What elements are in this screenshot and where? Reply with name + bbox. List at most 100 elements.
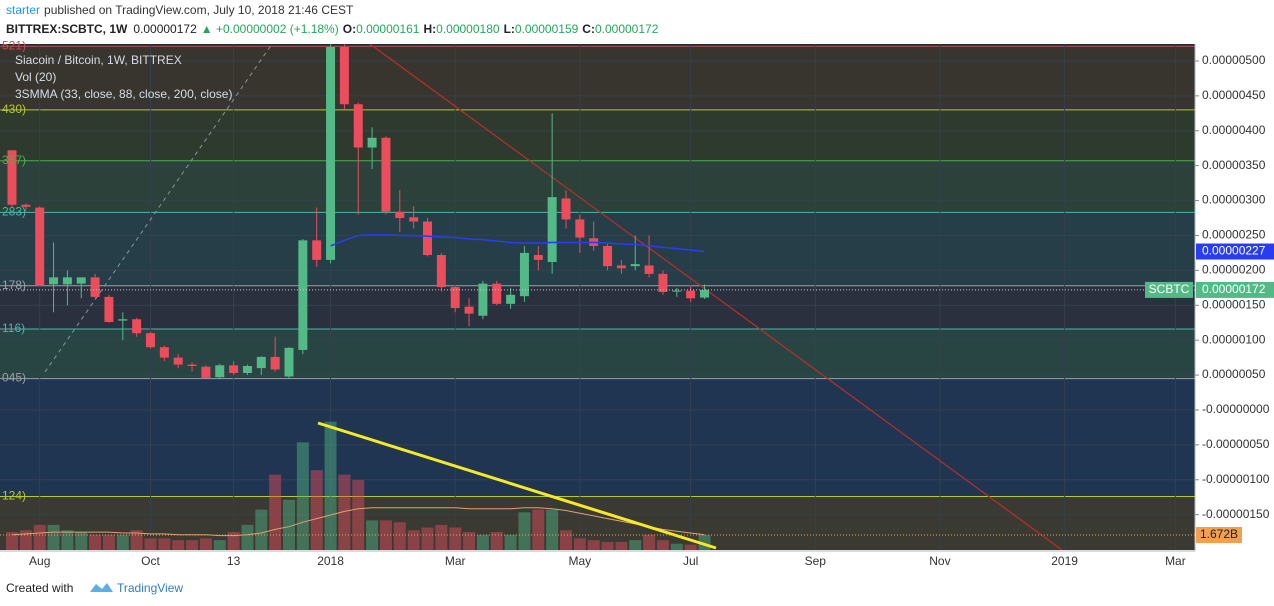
smma-tag-text: 0.00000227 xyxy=(1202,244,1266,258)
y-tick-label: 0.00000200 xyxy=(1202,263,1266,277)
x-tick-label: 2019 xyxy=(1051,554,1078,568)
volume-bar xyxy=(213,540,226,550)
volume-bar xyxy=(463,532,476,550)
x-tick-label: Nov xyxy=(929,554,950,568)
symbol-tag xyxy=(1145,281,1193,298)
volume-bar xyxy=(158,538,171,550)
candle-body xyxy=(409,217,419,222)
level-band xyxy=(0,212,1195,286)
price-tag-text: 0.00000172 xyxy=(1202,282,1266,296)
y-tick-label: 0.00000450 xyxy=(1202,88,1266,102)
candle-body xyxy=(353,104,363,148)
level-label: 357) xyxy=(2,153,26,167)
volume-bar xyxy=(643,534,656,550)
level-label: 116) xyxy=(2,321,25,335)
volume-bar xyxy=(629,540,642,550)
volume-bar xyxy=(102,534,115,550)
candle-body xyxy=(339,47,349,105)
y-tick-label: -0.00000100 xyxy=(1202,472,1270,486)
volume-bar xyxy=(33,524,46,550)
x-tick-label: Oct xyxy=(141,554,160,568)
volume-bar xyxy=(47,524,60,550)
volume-tag-text: 1.672B xyxy=(1200,527,1238,541)
y-tick-label: 0.00000150 xyxy=(1202,297,1266,311)
x-tick-label: 2018 xyxy=(317,554,344,568)
volume-bar xyxy=(116,534,129,550)
candle-body xyxy=(173,357,183,365)
candle-body xyxy=(312,240,322,260)
volume-bar xyxy=(504,534,517,550)
candle-body xyxy=(146,333,155,348)
volume-bar xyxy=(490,532,503,550)
volume-bar xyxy=(89,534,102,550)
y-tick-label: 0.00000500 xyxy=(1202,53,1266,67)
level-label: 283) xyxy=(2,205,26,219)
x-tick-label: 13 xyxy=(227,554,241,568)
volume-bar xyxy=(379,520,392,550)
legend-entry: Vol (20) xyxy=(15,70,56,84)
x-tick-label: Mar xyxy=(1165,554,1186,568)
y-tick-label: 0.00000050 xyxy=(1202,367,1266,381)
candle-body xyxy=(478,283,488,316)
candle-body xyxy=(547,197,557,262)
candle-body xyxy=(644,265,654,274)
candle-body xyxy=(395,211,405,219)
volume-bar xyxy=(199,538,212,550)
volume-bar xyxy=(19,530,32,550)
level-label: 045) xyxy=(2,371,26,385)
change: ▲ +0.00000002 (+1.18%) xyxy=(201,22,339,36)
smma-tag xyxy=(1196,243,1274,260)
y-tick-label: 0.00000250 xyxy=(1202,228,1266,242)
volume-bar xyxy=(324,421,337,550)
volume-bar xyxy=(296,442,309,550)
overlay: 521) 430) 357) 283) 178) 116) 045) 124) SCBTC 0.0… xyxy=(0,38,1274,543)
dashed-trend-line xyxy=(44,44,273,373)
y-tick-label: -0.00000050 xyxy=(1202,437,1270,451)
ohlc-value: 0.00000180 xyxy=(436,22,500,36)
candle-body xyxy=(492,283,502,304)
x-tick-label: Mar xyxy=(445,554,466,568)
level-band xyxy=(0,46,1195,110)
candle-body xyxy=(450,287,460,309)
x-tick-label: Jul xyxy=(683,554,698,568)
volume-bar xyxy=(227,532,240,550)
candle-body xyxy=(423,221,432,256)
y-tick-label: -0.00000000 xyxy=(1202,402,1270,416)
candle-body xyxy=(118,319,128,321)
candle-body xyxy=(519,252,529,297)
candle-body xyxy=(104,296,114,323)
candle-body xyxy=(672,290,682,292)
volume-ma-line xyxy=(11,507,705,537)
x-tick-label: Sep xyxy=(805,554,827,568)
volume-bar xyxy=(130,530,143,550)
published: published on TradingView.com, July 10, 2… xyxy=(44,3,354,17)
symbol-tag-text: SCBTC xyxy=(1149,282,1190,296)
candle-body xyxy=(242,366,252,373)
y-tick-label: 0.00000400 xyxy=(1202,123,1266,137)
level-band xyxy=(0,378,1195,497)
candle-body xyxy=(229,365,239,373)
footer-prefix: Created with xyxy=(6,581,73,595)
x-tick-label: May xyxy=(569,554,592,568)
candle-body xyxy=(686,290,696,299)
volume-bar xyxy=(407,530,420,550)
candle-body xyxy=(616,265,626,269)
volume-bar xyxy=(6,532,18,550)
ohlc-value: 0.00000159 xyxy=(515,22,579,36)
volume-bar xyxy=(241,524,254,550)
x-tick-label: Aug xyxy=(29,554,50,568)
candle-body xyxy=(90,277,100,297)
ohlc-value: 0.00000161 xyxy=(356,22,420,36)
y-tick-label: 0.00000350 xyxy=(1202,158,1266,172)
level-band xyxy=(0,285,1195,330)
candle-body xyxy=(35,207,45,286)
footer-brand[interactable]: TradingView xyxy=(117,581,183,595)
price-tag xyxy=(1196,281,1274,298)
ohlc-label: O: xyxy=(343,22,356,36)
volume-bar xyxy=(684,544,697,550)
tradingview-logo xyxy=(90,583,113,592)
level-label: 178) xyxy=(2,278,26,292)
level-band xyxy=(0,109,1195,161)
volume-bar xyxy=(532,509,545,550)
level-label: 124) xyxy=(2,489,26,503)
